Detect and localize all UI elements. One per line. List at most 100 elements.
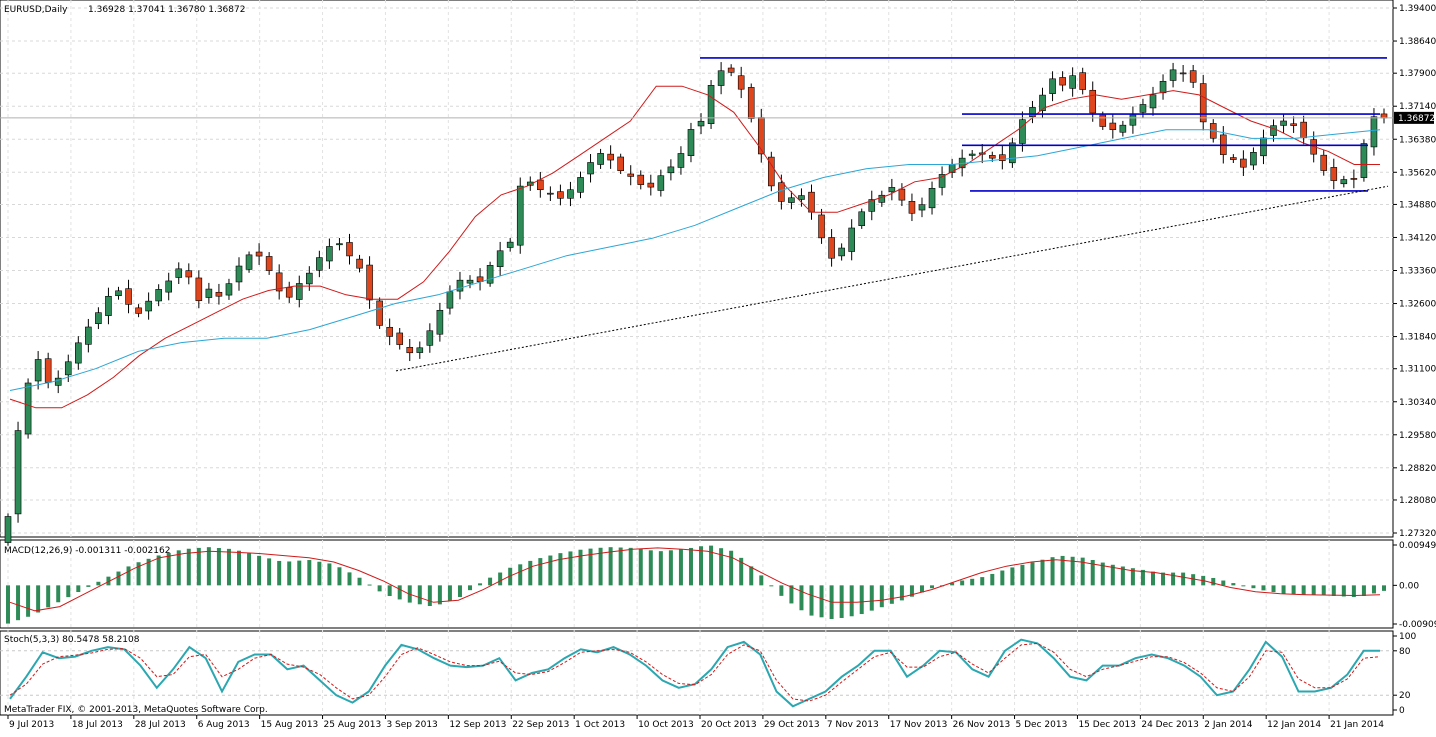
bear-candle <box>1330 167 1338 181</box>
macd-bar <box>478 583 483 586</box>
macd-bar <box>156 555 161 586</box>
macd-signal-line <box>9 547 1381 612</box>
bull-candle <box>858 211 866 227</box>
bear-candle <box>557 191 564 199</box>
macd-bar <box>447 585 452 601</box>
macd-bar <box>176 550 181 586</box>
bear-candle <box>627 173 635 177</box>
bear-candle <box>828 237 835 259</box>
macd-bar <box>1311 585 1316 595</box>
current-price-tag <box>1394 111 1434 124</box>
macd-bar <box>688 547 693 586</box>
macd-bar <box>548 555 553 586</box>
macd-bar <box>96 581 101 586</box>
bear-candle <box>1240 158 1247 168</box>
bear-candle <box>1290 123 1297 126</box>
macd-bar <box>960 580 965 586</box>
price-tick-label: 1.34880 <box>1399 200 1436 210</box>
bull-candle <box>1260 137 1267 157</box>
macd-panel[interactable] <box>0 539 1394 629</box>
macd-bar <box>357 577 362 586</box>
time-tick-label: 12 Sep 2013 <box>449 720 506 730</box>
macd-bar <box>658 551 663 586</box>
macd-bar <box>598 547 603 586</box>
macd-bar <box>46 585 51 608</box>
bull-candle <box>426 330 434 346</box>
bear-candle <box>747 87 755 119</box>
macd-bar <box>1251 585 1256 589</box>
bear-candle <box>727 67 735 73</box>
macd-bar <box>427 585 432 607</box>
macd-bar <box>518 564 523 586</box>
macd-bar <box>1261 585 1266 591</box>
macd-bar <box>819 585 824 618</box>
macd-bar <box>930 585 935 589</box>
macd-bar <box>879 585 884 608</box>
time-tick-label: 24 Dec 2013 <box>1141 720 1199 730</box>
time-tick-label: 22 Sep 2013 <box>512 720 569 730</box>
macd-bar <box>990 573 995 586</box>
macd-bar <box>508 567 513 586</box>
bear-candle <box>768 156 775 187</box>
macd-bar <box>1211 577 1216 586</box>
bear-candle <box>1179 72 1187 75</box>
macd-bar <box>387 585 392 597</box>
bull-candle <box>24 382 32 435</box>
stoch-panel[interactable] <box>0 630 1394 716</box>
price-panel[interactable] <box>0 0 1394 538</box>
bull-candle <box>848 227 855 252</box>
bull-candle <box>1270 125 1277 136</box>
time-tick-label: 3 Sep 2013 <box>386 720 437 730</box>
bear-candle <box>547 192 554 195</box>
macd-bar <box>66 585 71 598</box>
bear-candle <box>125 288 132 305</box>
macd-bar <box>608 547 613 586</box>
stoch-label: Stoch(5,3,3) 80.5478 58.2108 <box>4 635 140 645</box>
bear-candle <box>346 242 353 257</box>
macd-bar <box>226 548 231 586</box>
bull-candle <box>245 254 253 270</box>
bull-candle <box>667 166 675 174</box>
bull-candle <box>235 265 243 283</box>
macd-bar <box>498 572 503 586</box>
macd-bar <box>1331 585 1336 596</box>
ma-fast-line <box>9 85 1380 409</box>
bull-candle <box>677 153 685 168</box>
bull-candle <box>1149 94 1157 109</box>
macd-bar <box>1040 559 1045 586</box>
bear-candle <box>898 188 906 201</box>
time-tick-label: 2 Jan 2014 <box>1204 720 1252 730</box>
price-tick-label: 1.37140 <box>1399 102 1436 112</box>
bull-candle <box>1039 94 1046 112</box>
macd-tick-label: 0.009494 <box>1399 541 1436 551</box>
macd-bar <box>1120 566 1125 586</box>
price-tick-label: 1.34120 <box>1399 233 1436 243</box>
macd-bar <box>678 549 683 586</box>
bear-candle <box>406 346 414 354</box>
price-tick-label: 1.31840 <box>1399 333 1436 343</box>
bull-candle <box>657 175 665 191</box>
time-tick-label: 1 Oct 2013 <box>575 720 625 730</box>
time-tick-label: 28 Jul 2013 <box>135 720 186 730</box>
time-tick-label: 15 Aug 2013 <box>261 720 319 730</box>
macd-bar <box>1161 572 1166 586</box>
bull-candle <box>306 272 313 285</box>
macd-bar <box>538 558 543 586</box>
bear-candle <box>195 277 203 301</box>
macd-bar <box>216 548 221 586</box>
bull-candle <box>888 187 896 193</box>
macd-bar <box>437 585 442 605</box>
bull-candle <box>145 300 152 312</box>
bull-candle <box>567 189 574 199</box>
macd-bar <box>919 585 924 593</box>
stoch-signal-line <box>9 642 1381 702</box>
macd-bar <box>739 557 744 586</box>
macd-bar <box>849 585 854 617</box>
macd-bar <box>397 585 402 600</box>
macd-bar <box>568 551 573 586</box>
time-tick-label: 7 Nov 2013 <box>827 720 879 730</box>
bull-candle <box>64 361 72 376</box>
macd-bar <box>1110 564 1115 586</box>
stoch-tick-label: 80 <box>1399 647 1411 657</box>
